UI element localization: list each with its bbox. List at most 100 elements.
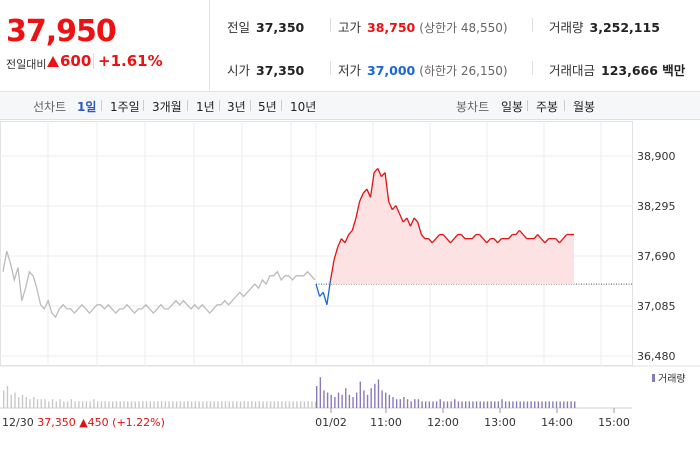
volume-bar-prev [10, 394, 12, 408]
volume-bar-today [494, 401, 496, 408]
series-segment-today [319, 291, 324, 297]
volume-bar-today [355, 392, 358, 408]
volume-bar-prev [112, 401, 114, 408]
series-segment-today [446, 238, 451, 244]
volume-bar-today [432, 401, 434, 408]
volume-bar-prev [243, 401, 245, 408]
series-segment-today [329, 259, 335, 281]
tab-1year[interactable]: 1년 [196, 100, 215, 114]
volume-bar-prev [93, 399, 95, 408]
tab-10year[interactable]: 10년 [290, 100, 317, 114]
prev-day-close: 37,350 [37, 416, 79, 429]
volume-bar-prev [33, 397, 35, 408]
volume-bar-today [425, 401, 427, 408]
volume-bar-prev [127, 401, 129, 408]
y-tick-label: 38,900 [637, 150, 676, 163]
series-fill-today [316, 168, 574, 285]
volume-bar-today [359, 381, 362, 408]
prev-close: 전일 37,350 [227, 20, 305, 35]
chart-grid [0, 121, 700, 409]
volume-bar-prev [130, 401, 133, 408]
volume-bar-today [323, 390, 325, 408]
tab-1day[interactable]: 1일 [77, 100, 97, 114]
volume-bar-prev [258, 401, 261, 408]
volume-bar-prev [78, 401, 80, 408]
volume-bar-prev [187, 401, 189, 408]
volume-bar-today [439, 399, 441, 408]
volume-bar-today [544, 401, 547, 408]
volume-bar-today [381, 390, 383, 408]
series-segment-today [453, 234, 459, 240]
y-tick-label: 37,085 [637, 300, 676, 313]
price-chart: 38,900 38,295 37,690 37,085 36,480 거래량 01/02… [0, 121, 700, 450]
volume-bar-prev [281, 401, 283, 408]
volume-bar-today [363, 390, 365, 408]
volume-bar-prev [44, 399, 46, 408]
tab-3month[interactable]: 3개월 [152, 100, 182, 114]
tab-5year[interactable]: 5년 [258, 100, 277, 114]
prev-day-change: ▲450 (+1.22%) [79, 416, 165, 429]
volume-bar-today [483, 401, 485, 408]
volume-bar-today [541, 401, 543, 408]
volume-bar-prev [172, 401, 174, 408]
series-segment-today [326, 279, 332, 305]
volume-bar-today [435, 401, 438, 408]
series-segment-today [355, 201, 361, 219]
volume-bar-today [574, 401, 576, 408]
series-segment-today [555, 238, 560, 244]
tab-weekly[interactable]: 주봉 [536, 100, 559, 114]
volume-bar-today [523, 401, 525, 408]
x-tick-label: 12:00 [427, 416, 459, 429]
volume-bar-prev [247, 401, 249, 408]
divider [532, 61, 533, 75]
volume-bar-today [508, 401, 510, 408]
volume-bar-prev [59, 399, 61, 408]
volume-bar-today [559, 401, 561, 408]
series-segment-today [322, 292, 328, 305]
volume-bar-prev [48, 401, 50, 408]
volume-bar-prev [157, 401, 159, 408]
volume-bar-prev [202, 401, 204, 408]
volume-bar-today [403, 397, 405, 408]
tab-3year[interactable]: 3년 [227, 100, 246, 114]
current-price: 37,950 [6, 14, 117, 49]
volume-bar-prev [100, 401, 103, 408]
tab-daily[interactable]: 일봉 [501, 100, 524, 114]
tab-1week[interactable]: 1주일 [110, 100, 140, 114]
high-price: 고가 38,750 (상한가 48,550) [338, 20, 508, 35]
volume-bar-today [475, 401, 478, 408]
series-segment-today [449, 238, 455, 244]
volume-bar-today [570, 401, 572, 408]
volume-bar-prev [179, 401, 182, 408]
series-segment-today [340, 238, 346, 244]
series-segment-today [522, 234, 528, 240]
volume-bar-prev [96, 401, 99, 408]
volume-bar-prev [232, 401, 234, 408]
series-segment-today [388, 201, 393, 210]
volume-bar-prev [115, 401, 118, 408]
volume-bar-today [421, 401, 423, 408]
volume-bar-today [464, 401, 467, 408]
volume-bar-prev [236, 401, 238, 408]
volume: 거래량 3,252,115 [549, 20, 660, 35]
volume-bar-prev [299, 401, 302, 408]
volume-bar-today [417, 399, 420, 408]
series-segment-today [398, 213, 404, 223]
volume-bar-today [490, 401, 492, 408]
x-tick-label: 01/02 [315, 416, 347, 429]
volume-bar-prev [138, 401, 140, 408]
low-price: 저가 37,000 (하한가 26,150) [338, 63, 508, 78]
volume-bar-prev [315, 401, 317, 408]
tab-monthly[interactable]: 월봉 [573, 100, 596, 114]
open-price: 시가 37,350 [227, 63, 305, 78]
series-segment-today [359, 192, 364, 202]
volume-bar-prev [66, 401, 69, 408]
change-amount: 600 [47, 52, 91, 70]
volume-bar-prev [21, 394, 24, 408]
divider [101, 100, 102, 111]
change-percent: +1.61% [98, 52, 163, 70]
volume-bar-today [319, 377, 322, 408]
series-segment-today [460, 234, 466, 240]
volume-bar-prev [273, 401, 276, 408]
volume-bar-prev [296, 401, 298, 408]
